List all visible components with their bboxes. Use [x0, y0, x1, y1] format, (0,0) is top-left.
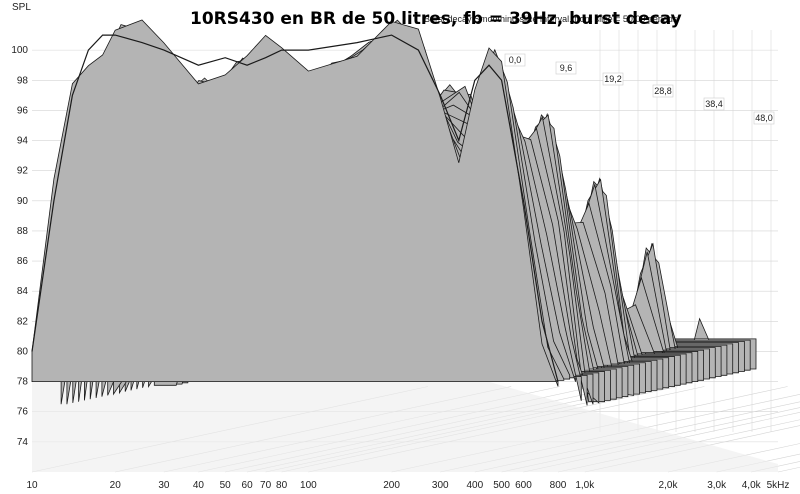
x-tick-label: 50	[220, 480, 232, 491]
x-tick-label: 200	[383, 480, 400, 491]
x-tick-label: 800	[550, 480, 567, 491]
x-axis-ticks: 10 20 30 40 50 60 70 80 100 200 300 400 500 600 800 1,0…	[26, 480, 789, 491]
slice-tag: 9,6	[560, 63, 573, 73]
y-tick-label: 82	[17, 316, 29, 327]
slice-tag: 48,0	[755, 113, 773, 123]
y-tick-label: 88	[17, 226, 29, 237]
x-tick-label: 30	[158, 480, 170, 491]
x-tick-label: 40	[193, 480, 205, 491]
y-tick-label: 94	[17, 136, 29, 147]
slice-tag-box	[602, 72, 624, 86]
x-tick-label: 4,0k	[742, 480, 762, 491]
front-slice-line	[31, 34, 559, 382]
slice-tags: 0,0 9,6 19,2 28,8 38,4 48,0	[504, 53, 775, 125]
decay-floor	[32, 377, 778, 472]
y-tick-label: 78	[17, 377, 29, 388]
slice-tag: 38,4	[705, 99, 723, 109]
y-tick-label: 96	[17, 105, 29, 116]
x-tick-label: 70	[260, 480, 272, 491]
x-tick-label: 80	[276, 480, 288, 491]
x-tick-label: 10	[26, 480, 38, 491]
grid-line-depth	[777, 466, 800, 473]
y-tick-label: 86	[17, 256, 29, 267]
y-tick-label: 92	[17, 166, 29, 177]
x-tick-label: 1,0k	[575, 480, 595, 491]
y-tick-label: 80	[17, 346, 29, 357]
decay-slice	[31, 19, 559, 387]
slice-tag-box	[703, 97, 725, 111]
y-tick-label: 76	[17, 407, 29, 418]
y-axis-label: SPL	[12, 2, 31, 13]
x-tick-label: 3,0k	[707, 480, 727, 491]
chart-subtitle: Burst decay Smoothing slice interval, fr…	[424, 14, 678, 24]
slice-tag: 19,2	[604, 74, 622, 84]
y-tick-label: 90	[17, 196, 29, 207]
x-tick-label: 400	[466, 480, 483, 491]
x-tick-label: 300	[432, 480, 449, 491]
y-tick-label: 84	[17, 286, 29, 297]
slice-tag-box	[652, 84, 674, 98]
x-tick-label: 60	[242, 480, 254, 491]
x-tick-label: 2,0k	[659, 480, 679, 491]
chart-title: 10RS430 en BR de 50 litres, fb = 39Hz, b…	[190, 9, 682, 29]
slice-tag: 0,0	[509, 55, 522, 65]
front-slice	[31, 34, 559, 382]
x-tick-label: 5kHz	[767, 480, 790, 491]
x-tick-label: 20	[110, 480, 122, 491]
y-tick-label: 100	[11, 45, 28, 56]
y-tick-label: 74	[17, 437, 29, 448]
y-axis-ticks: 74 76 78 80 82 84 86 88 90 92 94 96 98 100	[11, 45, 28, 448]
slice-tag: 28,8	[654, 86, 672, 96]
slice-tag-box	[504, 53, 526, 67]
x-tick-label: 100	[300, 480, 317, 491]
slice-tag-box	[555, 61, 577, 75]
floor-plane	[32, 377, 778, 472]
x-tick-label: 500	[493, 480, 510, 491]
slice-tag-box	[753, 111, 775, 125]
y-tick-label: 98	[17, 75, 29, 86]
x-tick-label: 600	[515, 480, 532, 491]
decay-surface	[31, 19, 757, 406]
grid-line-depth	[716, 453, 800, 473]
